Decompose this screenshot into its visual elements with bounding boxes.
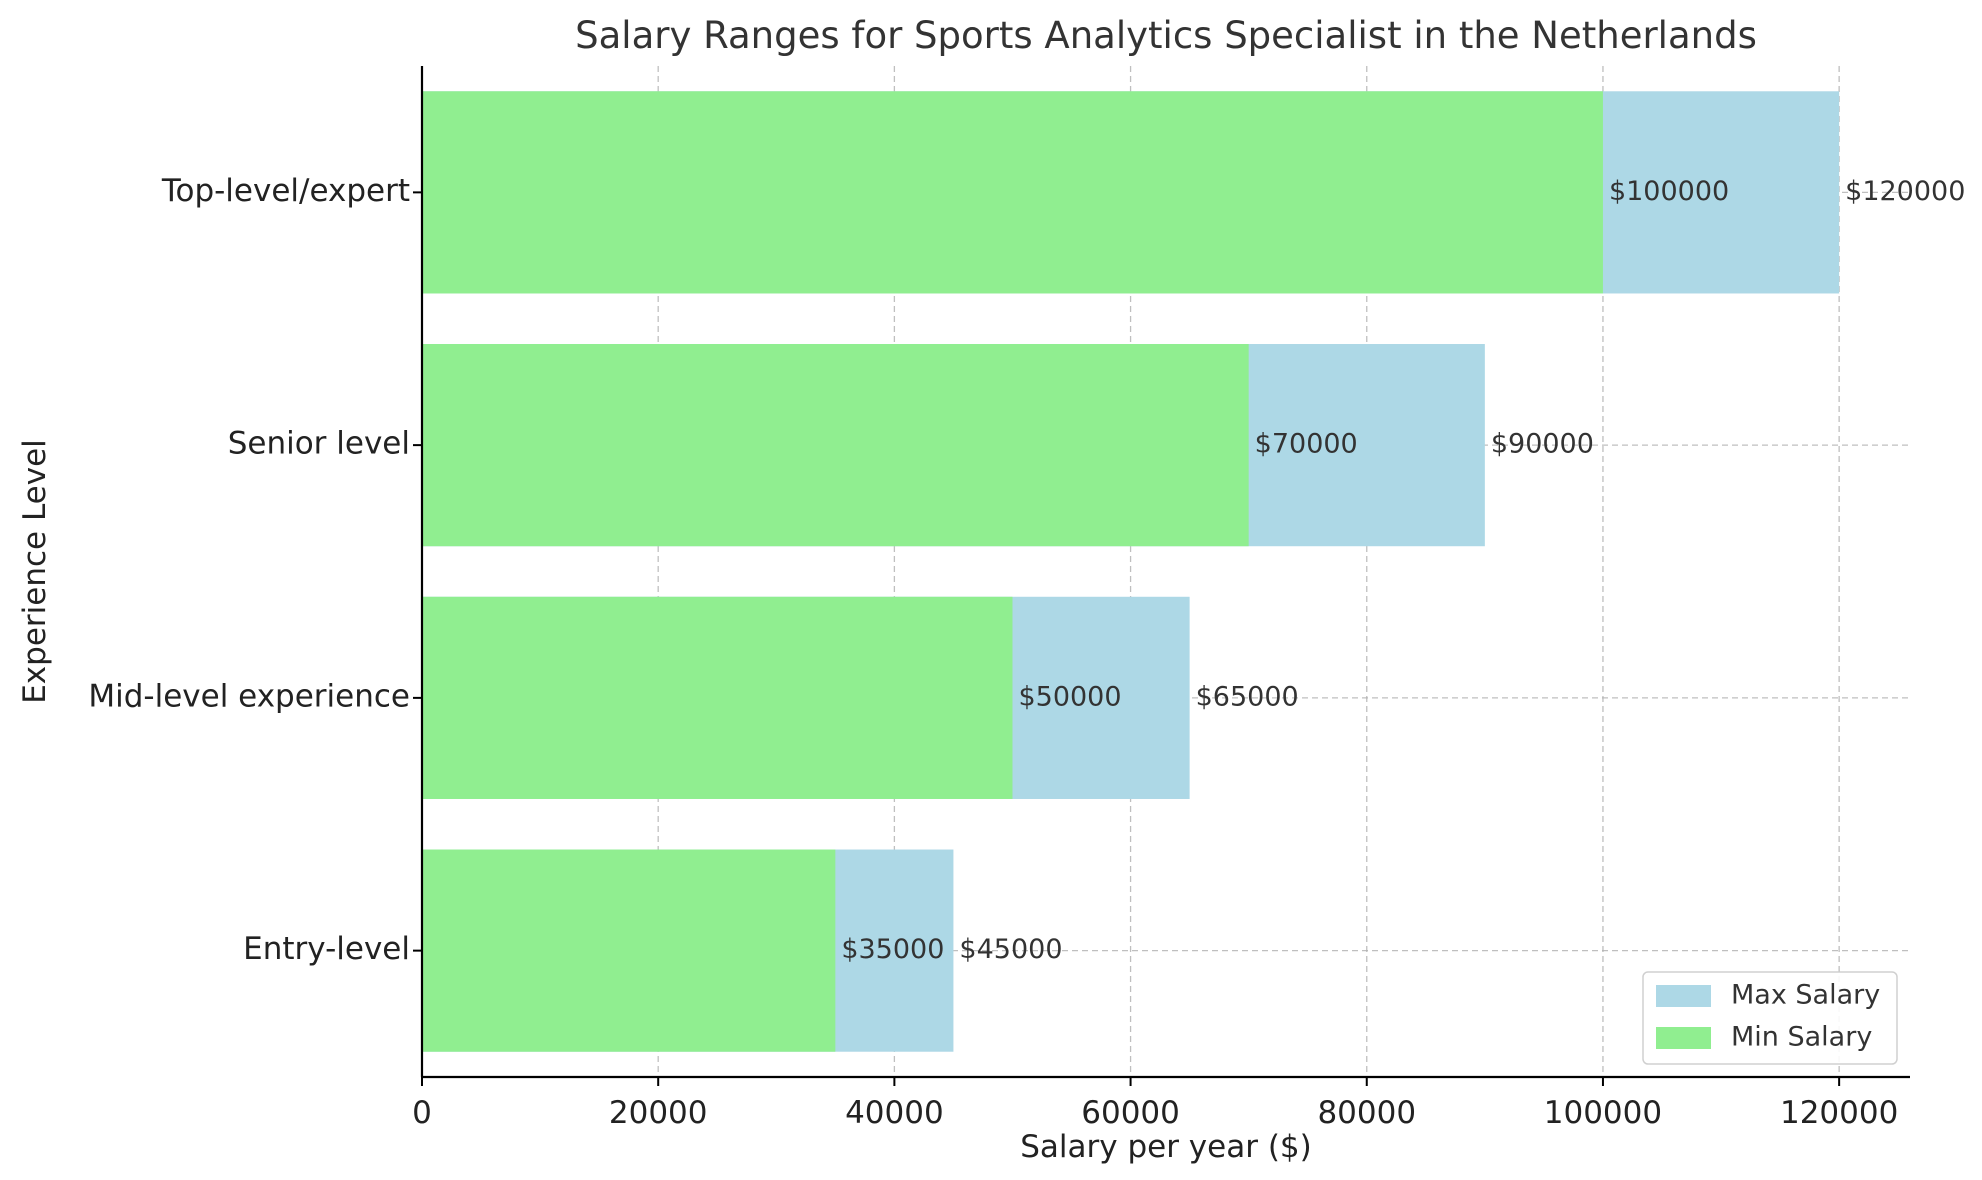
- x-tick-label: 0: [412, 1095, 432, 1131]
- chart-title: Salary Ranges for Sports Analytics Speci…: [575, 14, 1757, 57]
- legend-swatch-min-salary: [1656, 1027, 1711, 1049]
- legend-label: Max Salary: [1731, 980, 1880, 1011]
- y-tick-label: Senior level: [228, 426, 410, 462]
- x-tick-label: 100000: [1544, 1095, 1662, 1131]
- x-tick-label: 60000: [1081, 1095, 1180, 1131]
- y-axis-label: Experience Level: [17, 439, 53, 704]
- bar-value-label: $70000: [1255, 429, 1358, 460]
- x-axis-label: Salary per year ($): [1020, 1129, 1312, 1165]
- bar-value-label: $50000: [1018, 681, 1121, 712]
- x-tick-label: 80000: [1317, 1095, 1416, 1131]
- bar-value-label: $90000: [1491, 429, 1594, 460]
- bars-layer: [422, 91, 1840, 1052]
- x-tick-label: 40000: [845, 1095, 944, 1131]
- axes-layer: 0 20000 40000 60000 80000 100000 120000 Entry-l…: [88, 66, 1910, 1131]
- bar-min-salary-0: [422, 849, 836, 1052]
- x-tick-label: 120000: [1780, 1095, 1898, 1131]
- bar-min-salary-3: [422, 91, 1603, 294]
- bar-value-label: $100000: [1609, 176, 1729, 207]
- x-tick-label: 20000: [609, 1095, 708, 1131]
- y-tick-label: Mid-level experience: [88, 678, 410, 714]
- legend-swatch-max-salary: [1656, 985, 1711, 1007]
- bar-labels-layer: $45000 $65000 $90000 $120000 $35000 $50000 $70…: [841, 176, 1965, 965]
- bar-value-label: $45000: [959, 934, 1062, 965]
- bar-min-salary-1: [422, 596, 1013, 799]
- bar-value-label: $35000: [841, 934, 944, 965]
- bar-value-label: $120000: [1845, 176, 1965, 207]
- bar-min-salary-2: [422, 344, 1249, 547]
- legend: Max Salary Min Salary: [1642, 971, 1898, 1065]
- bar-value-label: $65000: [1196, 681, 1299, 712]
- legend-label: Min Salary: [1731, 1022, 1872, 1053]
- y-tick-label: Top-level/expert: [161, 173, 410, 209]
- y-tick-label: Entry-level: [243, 931, 410, 967]
